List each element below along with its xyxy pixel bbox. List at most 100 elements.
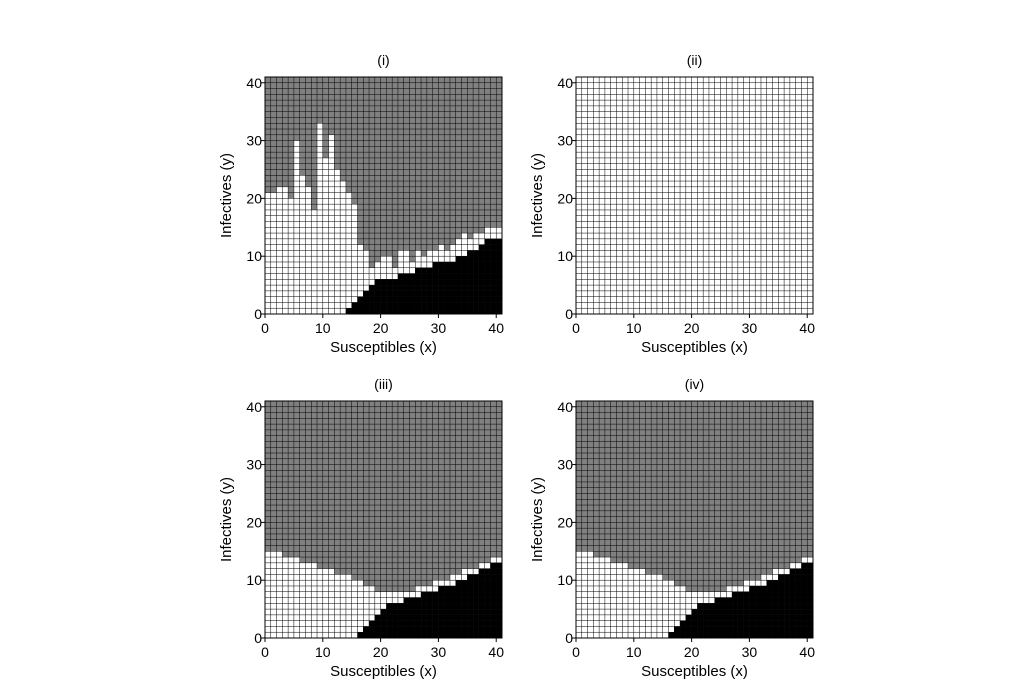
heatmap-cell-black: [386, 302, 393, 309]
heatmap-cell-gray: [749, 481, 756, 488]
heatmap-cell-black: [789, 591, 796, 598]
heatmap-cell-gray: [270, 429, 277, 436]
heatmap-cell-gray: [743, 562, 750, 569]
heatmap-cell-black: [789, 574, 796, 581]
heatmap-cell-black: [732, 609, 738, 615]
heatmap-cell-gray: [599, 516, 605, 523]
heatmap-cell-gray: [743, 528, 750, 534]
heatmap-cell-gray: [496, 192, 502, 199]
heatmap-cell-gray: [409, 186, 416, 193]
heatmap-cell-black: [496, 273, 502, 280]
heatmap-cell-gray: [386, 574, 393, 581]
heatmap-cell-gray: [496, 499, 502, 506]
heatmap-cell-gray: [444, 152, 450, 158]
heatmap-cell-gray: [778, 476, 785, 482]
heatmap-cell-black: [478, 574, 485, 581]
heatmap-cell-gray: [392, 77, 398, 83]
heatmap-cell-gray: [633, 539, 640, 546]
heatmap-cell-black: [392, 614, 398, 621]
heatmap-cell-gray: [737, 499, 744, 506]
heatmap-cell-gray: [392, 94, 398, 101]
heatmap-cell-gray: [593, 406, 600, 413]
heatmap-cell-black: [380, 279, 387, 286]
heatmap-cell-gray: [409, 175, 416, 182]
heatmap-cell-gray: [311, 510, 318, 517]
heatmap-cell-gray: [317, 401, 323, 407]
heatmap-cell-gray: [478, 181, 485, 187]
heatmap-cell-gray: [784, 516, 790, 523]
heatmap-cell-black: [490, 285, 497, 291]
heatmap-cell-gray: [392, 505, 398, 511]
heatmap-cell-gray: [409, 163, 416, 170]
heatmap-cell-gray: [421, 244, 427, 251]
heatmap-cell-gray: [265, 94, 271, 101]
heatmap-cell-gray: [668, 551, 675, 558]
heatmap-cell-gray: [749, 516, 756, 523]
heatmap-cell-gray: [409, 77, 416, 83]
heatmap-cell-black: [714, 603, 721, 610]
heatmap-cell-gray: [576, 481, 582, 488]
heatmap-cell-gray: [369, 493, 375, 500]
heatmap-cell-gray: [345, 481, 352, 488]
heatmap-cell-gray: [438, 140, 445, 147]
heatmap-cell-black: [380, 614, 387, 621]
heatmap-cell-gray: [473, 117, 479, 124]
heatmap-cell-gray: [484, 516, 491, 523]
heatmap-cell-gray: [478, 476, 485, 482]
heatmap-cell-gray: [720, 528, 727, 534]
heatmap-cell-gray: [282, 505, 289, 511]
heatmap-cell-gray: [432, 175, 439, 182]
heatmap-cell-black: [478, 585, 485, 592]
heatmap-cell-gray: [662, 470, 669, 477]
heatmap-cell-gray: [270, 481, 277, 488]
heatmap-cell-gray: [732, 574, 738, 581]
heatmap-cell-gray: [282, 481, 289, 488]
heatmap-cell-gray: [674, 458, 681, 465]
heatmap-cell-gray: [322, 528, 329, 534]
heatmap-cell-gray: [369, 157, 375, 164]
heatmap-cell-gray: [380, 557, 387, 563]
heatmap-cell-gray: [703, 464, 709, 471]
heatmap-cell-gray: [426, 412, 433, 419]
grid-lines: [264, 400, 503, 639]
heatmap-cell-gray: [795, 528, 802, 534]
heatmap-cell-gray: [455, 487, 462, 494]
heatmap-cell-gray: [386, 123, 393, 130]
heatmap-cell-black: [490, 290, 497, 297]
heatmap-cell-gray: [616, 487, 623, 494]
heatmap-cell-gray: [293, 499, 300, 506]
heatmap-cell-gray: [322, 134, 329, 141]
heatmap-cell-gray: [265, 539, 271, 546]
heatmap-cell-gray: [490, 82, 497, 89]
heatmap-cell-gray: [478, 516, 485, 523]
heatmap-cell-gray: [328, 476, 335, 482]
heatmap-cell-gray: [386, 215, 393, 222]
heatmap-cell-gray: [484, 100, 491, 106]
heatmap-cell-gray: [265, 88, 271, 95]
heatmap-cell-gray: [397, 539, 404, 546]
heatmap-cell-gray: [467, 94, 474, 101]
heatmap-cell-gray: [639, 545, 646, 552]
heatmap-cell-gray: [743, 499, 750, 506]
heatmap-cell-gray: [392, 146, 398, 153]
heatmap-cell-gray: [484, 204, 491, 210]
heatmap-cell-gray: [473, 412, 479, 419]
heatmap-cell-gray: [357, 406, 364, 413]
heatmap-cell-gray: [369, 256, 375, 262]
heatmap-cell-gray: [455, 412, 462, 419]
heatmap-cell-gray: [772, 418, 779, 425]
heatmap-cell-gray: [374, 545, 381, 552]
heatmap-cell-gray: [322, 123, 329, 130]
heatmap-cell-gray: [444, 447, 450, 454]
heatmap-cell-black: [455, 609, 462, 615]
heatmap-cell-gray: [311, 192, 318, 199]
heatmap-cell-gray: [397, 418, 404, 425]
heatmap-cell-gray: [496, 140, 502, 147]
heatmap-cell-black: [714, 626, 721, 633]
heatmap-cell-gray: [749, 505, 756, 511]
heatmap-cell-gray: [455, 198, 462, 205]
heatmap-cell-gray: [415, 539, 422, 546]
heatmap-cell-black: [449, 603, 456, 610]
heatmap-cell-gray: [604, 487, 611, 494]
heatmap-cell-gray: [426, 233, 433, 239]
